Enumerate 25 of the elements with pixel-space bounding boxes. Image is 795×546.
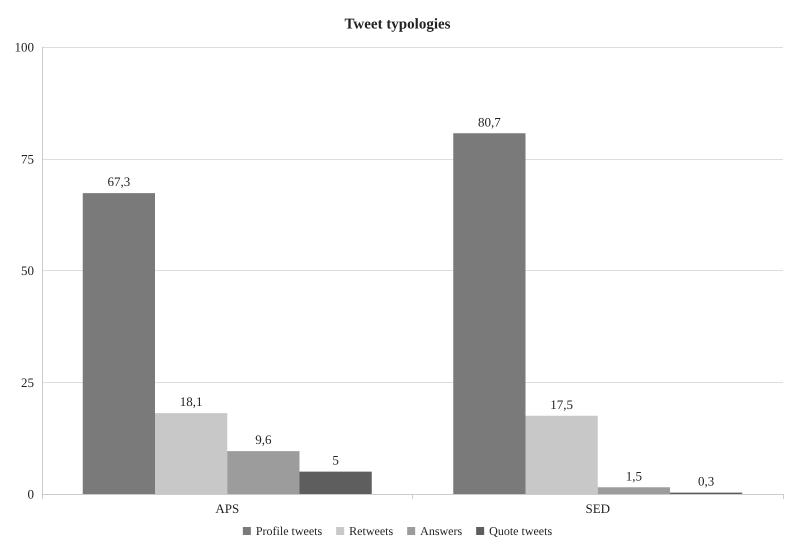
data-label: 0,3 bbox=[698, 474, 714, 489]
data-label: 1,5 bbox=[626, 468, 642, 484]
y-tick-label: 50 bbox=[21, 263, 34, 278]
data-label: 18,1 bbox=[180, 394, 202, 410]
data-label: 17,5 bbox=[550, 396, 573, 412]
data-label: 80,7 bbox=[478, 114, 502, 130]
legend-label: Retweets bbox=[349, 524, 394, 538]
data-label: 5 bbox=[332, 452, 339, 468]
data-label: 67,3 bbox=[108, 174, 130, 190]
legend-label: Quote tweets bbox=[489, 524, 552, 538]
legend-label: Profile tweets bbox=[256, 524, 323, 538]
bar bbox=[82, 193, 156, 494]
legend-label: Answers bbox=[420, 524, 462, 538]
x-tick-label: APS bbox=[215, 501, 240, 516]
bar bbox=[300, 472, 372, 494]
bar bbox=[598, 487, 670, 494]
x-tick-label: SED bbox=[585, 501, 610, 516]
chart-title: Tweet typologies bbox=[344, 16, 451, 32]
bar bbox=[453, 133, 526, 494]
bar bbox=[227, 451, 300, 494]
data-label: 9,6 bbox=[255, 432, 272, 448]
y-tick-label: 0 bbox=[28, 486, 34, 502]
y-tick-label: 25 bbox=[21, 374, 34, 390]
y-tick-label: 100 bbox=[14, 40, 34, 54]
y-tick-label: 75 bbox=[21, 151, 34, 166]
